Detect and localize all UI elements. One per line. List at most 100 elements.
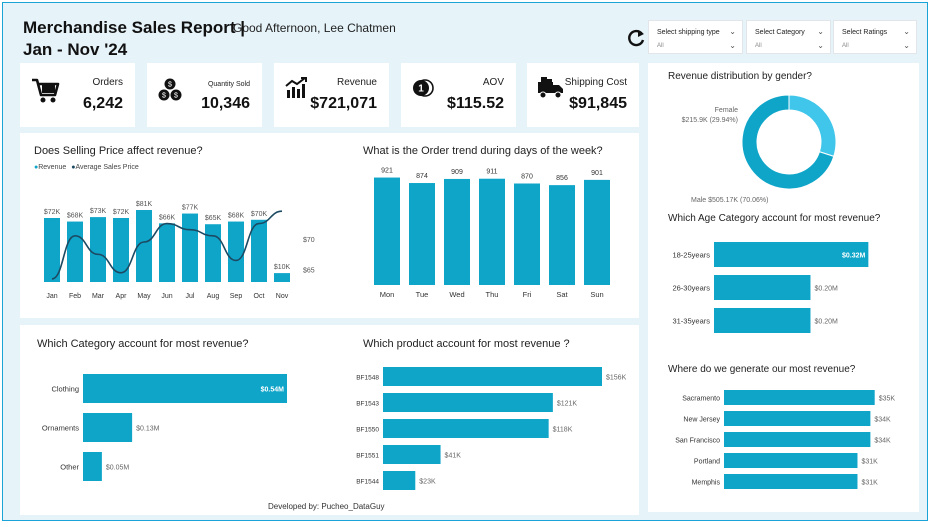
kpi-label: Orders <box>92 77 123 88</box>
bar-data-label: $68K <box>228 213 245 220</box>
hbar <box>714 308 811 333</box>
weekday-title: What is the Order trend during days of t… <box>363 145 603 157</box>
hbar <box>383 471 416 490</box>
bar-data-label: 911 <box>486 169 497 176</box>
x-tick-label: Wed <box>449 290 464 299</box>
dashboard-frame: Merchandise Sales Report | Jan - Nov '24… <box>2 2 928 521</box>
kpi-shipping-cost: Shipping Cost $91,845 <box>527 63 639 127</box>
revenue-bar <box>228 221 244 282</box>
hbar <box>714 275 811 300</box>
category-chart: Clothing $0.54M Ornaments $0.13M Other $0.05M <box>42 374 287 481</box>
ratings-filter[interactable]: Select Ratings All ⌄ ⌄ <box>833 20 917 54</box>
bar-data-label: $41K <box>445 453 462 460</box>
category-label: BF1543 <box>356 401 379 408</box>
chevron-down-icon: ⌄ <box>903 41 910 50</box>
svg-text:$: $ <box>168 82 172 89</box>
x-tick-label: Jan <box>46 293 57 300</box>
hbar <box>83 413 133 442</box>
chevron-down-icon: ⌄ <box>729 41 736 50</box>
demographics-card: Revenue distribution by gender? Female $2… <box>648 63 919 512</box>
gender-donut-chart: Female $215.9K (29.94%) Male $505.17K (70.… <box>682 94 837 204</box>
bar-data-label: $72K <box>113 209 130 216</box>
hbar <box>724 390 875 405</box>
hbar <box>714 242 869 267</box>
kpi-value: 6,242 <box>82 95 123 112</box>
hbar <box>724 474 858 489</box>
category-title: Which Category account for most revenue? <box>37 338 249 350</box>
bar-data-label: $31K <box>861 459 878 466</box>
age-chart: 18-25years $0.32M 26-30years $0.20M 31-35yea… <box>672 242 869 333</box>
category-label: San Francisco <box>675 438 720 445</box>
category-label: Clothing <box>51 385 79 394</box>
report-title-line1: Merchandise Sales Report | <box>23 18 246 37</box>
bar-data-label: $70K <box>251 211 268 218</box>
category-label: BF1551 <box>356 453 379 460</box>
shipping-type-filter[interactable]: Select shipping type All ⌄ ⌄ <box>648 20 743 54</box>
filter-label: Select shipping type <box>657 29 720 36</box>
bar-data-label: $81K <box>136 201 153 208</box>
bar-data-label: $0.54M <box>261 387 285 394</box>
product-chart: BF1548 $156K BF1543 $121K BF1550 $118K BF1551 $… <box>356 367 627 490</box>
filter-label: Select Ratings <box>842 29 888 36</box>
location-chart: Sacramento $35K New Jersey $34K San Francisc… <box>675 390 896 489</box>
chevron-down-icon: ⌄ <box>729 27 736 36</box>
kpi-quantity-sold: $ $ $ Quantity Sold 10,346 <box>147 63 262 127</box>
bar-data-label: $121K <box>557 401 578 408</box>
revenue-bar <box>136 210 152 282</box>
female-value-label: $215.9K (29.94%) <box>682 117 738 124</box>
x-tick-label: Oct <box>254 293 265 300</box>
bar-data-label: $10K <box>274 264 291 271</box>
bar-data-label: $35K <box>879 396 896 403</box>
refresh-icon[interactable] <box>625 27 647 49</box>
greeting: Good Afternoon, Lee Chatmen <box>233 21 396 35</box>
chevron-down-icon: ⌄ <box>817 41 824 50</box>
donut-slice-male <box>741 94 835 190</box>
order-bar <box>374 177 400 285</box>
bar-data-label: $66K <box>159 214 176 221</box>
revenue-bar <box>182 213 198 282</box>
x-tick-label: Apr <box>116 293 128 300</box>
coins-icon: $ $ $ <box>158 78 182 101</box>
x-tick-label: Fri <box>523 290 532 299</box>
category-label: Ornaments <box>42 424 79 433</box>
filter-value: All <box>657 43 664 49</box>
x-tick-label: Feb <box>69 293 81 300</box>
category-label: Portland <box>694 459 720 466</box>
bar-data-label: 909 <box>451 169 463 176</box>
hbar <box>724 453 858 468</box>
hbar <box>724 432 871 447</box>
category-label: New Jersey <box>683 417 720 424</box>
product-title: Which product account for most revenue ? <box>363 338 570 350</box>
kpi-label: Shipping Cost <box>564 77 627 88</box>
x-tick-label: Thu <box>486 290 499 299</box>
kpi-aov: 1 AOV $115.52 <box>401 63 516 127</box>
revenue-bar <box>67 221 83 282</box>
filter-value: All <box>755 43 762 49</box>
category-product-card: Which Category account for most revenue?… <box>20 325 639 515</box>
donut-slice-female <box>788 94 837 157</box>
category-filter[interactable]: Select Category All ⌄ ⌄ <box>746 20 831 54</box>
bar-data-label: 874 <box>416 173 428 180</box>
trend-card: Does Selling Price affect revenue? ●Reve… <box>20 133 639 318</box>
kpi-value: $115.52 <box>447 95 504 112</box>
category-label: BF1544 <box>356 479 379 486</box>
bar-data-label: $77K <box>182 205 199 212</box>
kpi-orders: Orders 6,242 <box>20 63 135 127</box>
svg-text:$: $ <box>162 93 166 100</box>
bar-data-label: $118K <box>553 427 573 434</box>
category-label: Memphis <box>692 480 721 487</box>
bar-data-label: $0.32M <box>842 253 866 260</box>
hbar <box>724 411 871 426</box>
price-revenue-chart: $72K Jan $68K Feb $73K Mar $72K Apr $81K May $66K J… <box>44 201 315 300</box>
revenue-bar <box>113 218 129 282</box>
kpi-label: Revenue <box>336 77 377 88</box>
bar-data-label: 856 <box>556 175 568 182</box>
x-tick-label: Mar <box>92 293 105 300</box>
category-label: Sacramento <box>682 396 720 403</box>
delivery-truck-icon <box>538 77 563 99</box>
chevron-down-icon: ⌄ <box>817 27 824 36</box>
revenue-bar <box>159 223 175 282</box>
x-tick-label: Tue <box>416 290 429 299</box>
bar-data-label: $0.13M <box>136 426 160 433</box>
category-label: 31-35years <box>672 317 710 326</box>
